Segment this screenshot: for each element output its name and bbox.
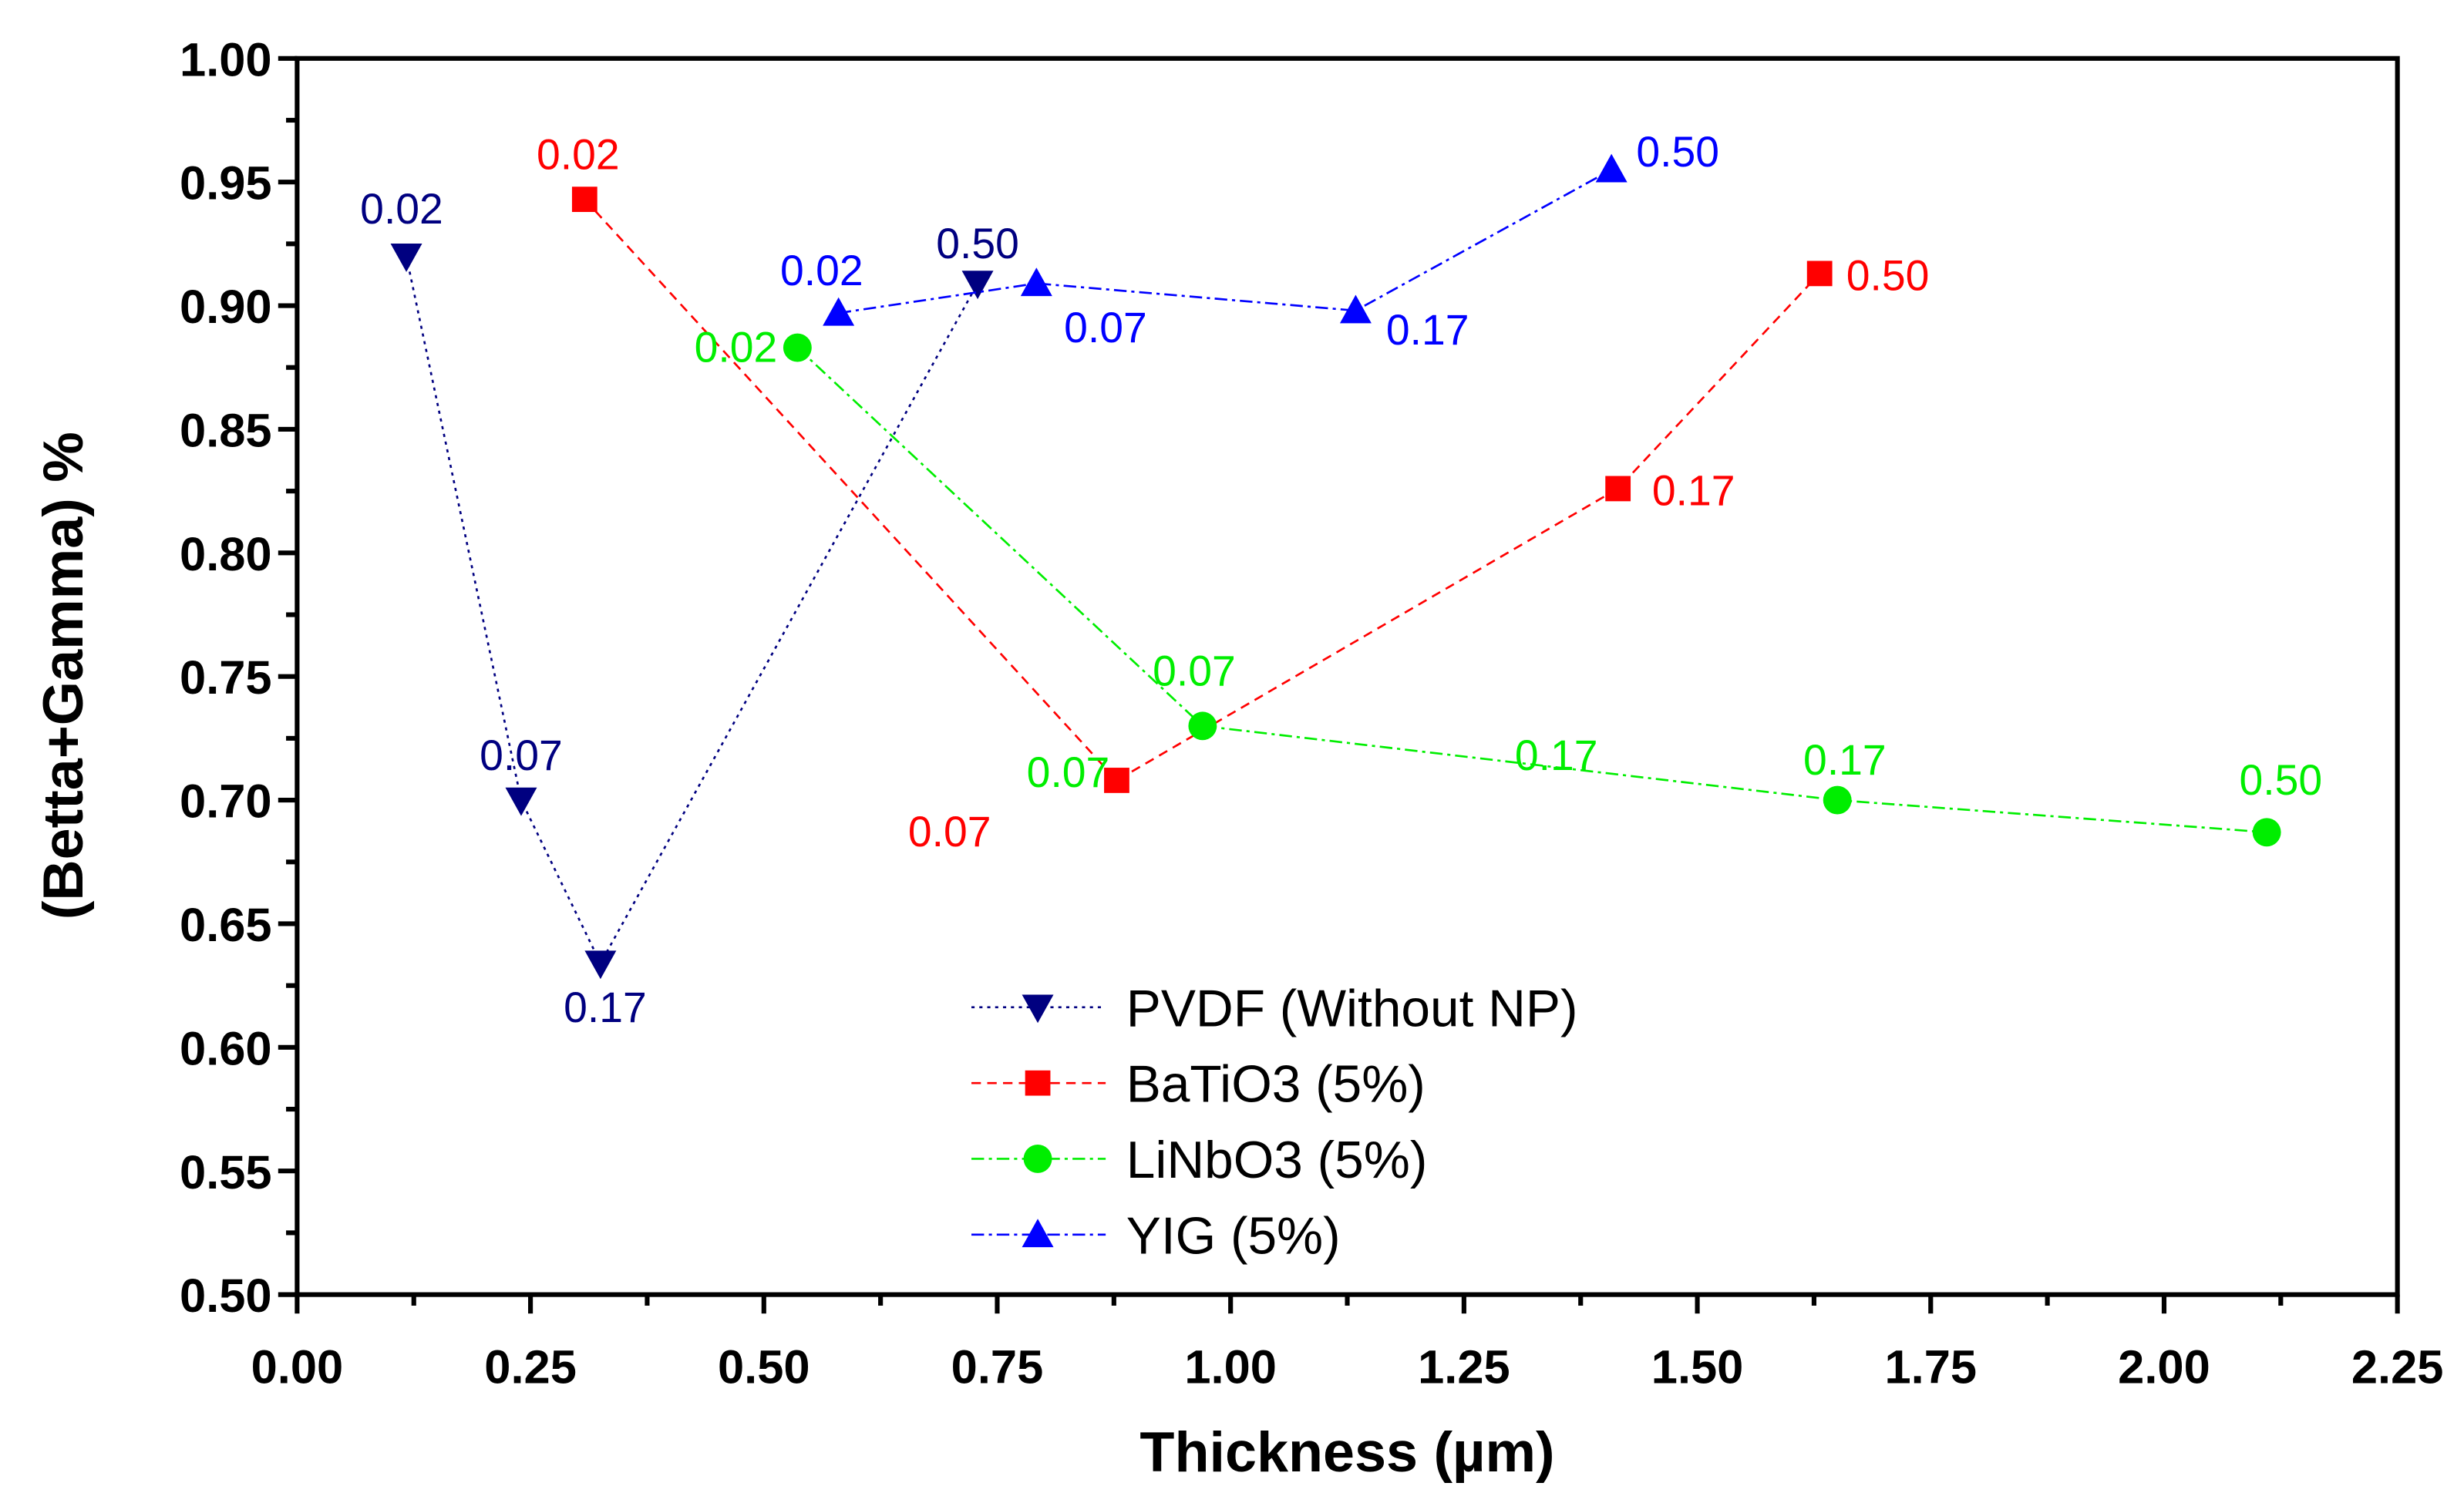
- x-tick-label: 2.25: [2351, 1340, 2444, 1394]
- data-label: 0.07: [1064, 304, 1147, 351]
- series-batio3: [571, 187, 1833, 793]
- triangle-down-marker: [505, 787, 537, 816]
- legend-entry: YIG (5%): [971, 1207, 1341, 1265]
- y-tick-label: 0.65: [180, 899, 272, 952]
- legend-label: LiNbO3 (5%): [1126, 1131, 1428, 1189]
- data-label: 0.17: [564, 984, 647, 1031]
- x-tick-label: 0.25: [484, 1340, 577, 1394]
- legend-label: BaTiO3 (5%): [1126, 1056, 1426, 1114]
- triangle-down-marker: [584, 950, 617, 980]
- circle-marker: [1023, 1145, 1052, 1173]
- data-label: 0.07: [480, 731, 563, 779]
- circle-marker: [783, 333, 812, 362]
- circle-marker: [2252, 818, 2281, 847]
- x-tick-label: 0.50: [718, 1340, 810, 1394]
- y-tick-label: 0.85: [180, 404, 272, 457]
- legend-label: PVDF (Without NP): [1126, 980, 1578, 1037]
- x-tick-label: 1.25: [1418, 1340, 1510, 1394]
- legend-label: YIG (5%): [1126, 1207, 1341, 1265]
- triangle-down-marker: [961, 271, 994, 300]
- y-tick-label: 0.55: [180, 1146, 272, 1199]
- data-label: 0.17: [1515, 731, 1598, 779]
- data-label: 0.02: [537, 130, 620, 178]
- data-label: 0.50: [1636, 128, 1719, 176]
- x-tick-label: 1.75: [1884, 1340, 1977, 1394]
- y-tick-label: 0.80: [180, 528, 272, 581]
- triangle-down-marker: [390, 244, 422, 272]
- square-marker: [1806, 261, 1833, 287]
- triangle-up-marker: [1022, 1219, 1054, 1248]
- data-label: 0.17: [1386, 306, 1469, 354]
- triangle-up-marker: [823, 297, 855, 326]
- data-label: 0.07: [1027, 748, 1110, 796]
- data-label: 0.07: [908, 808, 991, 856]
- series-line: [405, 256, 979, 966]
- y-tick-label: 0.90: [180, 281, 272, 334]
- data-label: 0.50: [2239, 756, 2322, 804]
- data-label: 0.02: [695, 324, 778, 372]
- series-linbo3: [783, 333, 2281, 847]
- y-tick-label: 1.00: [180, 33, 272, 86]
- y-tick-label: 0.75: [180, 651, 272, 704]
- data-label: 0.02: [360, 185, 443, 233]
- legend-entry: BaTiO3 (5%): [971, 1056, 1426, 1114]
- triangle-down-marker: [1022, 994, 1054, 1024]
- square-marker: [571, 187, 597, 213]
- legend: PVDF (Without NP) BaTiO3 (5%) LiNbO3 (5%) Y…: [971, 980, 1578, 1265]
- circle-marker: [1823, 785, 1852, 815]
- data-label: 0.50: [1846, 251, 1930, 299]
- x-axis-title: Thickness (µm): [1139, 1420, 1554, 1484]
- square-marker: [1104, 768, 1129, 793]
- series-yig: [823, 153, 1628, 326]
- data-label: 0.17: [1652, 467, 1735, 515]
- legend-entry: LiNbO3 (5%): [971, 1131, 1427, 1189]
- y-tick-label: 0.95: [180, 157, 272, 210]
- x-tick-label: 1.50: [1651, 1340, 1744, 1394]
- data-label: 0.17: [1803, 736, 1887, 784]
- y-axis-title: (Betta+Gamma) %: [31, 432, 95, 920]
- data-label: 0.02: [780, 247, 863, 294]
- x-tick-label: 1.00: [1184, 1340, 1277, 1394]
- x-tick-label: 2.00: [2118, 1340, 2210, 1394]
- triangle-up-marker: [1595, 153, 1628, 183]
- series-line: [796, 347, 2267, 834]
- series-pvdf: [390, 244, 994, 980]
- triangle-up-marker: [1020, 267, 1052, 297]
- square-marker: [1605, 476, 1631, 502]
- series-line: [584, 198, 1821, 782]
- circle-marker: [1188, 711, 1217, 741]
- data-label: 0.07: [1153, 647, 1236, 695]
- triangle-up-marker: [1339, 294, 1372, 324]
- legend-entry: PVDF (Without NP): [971, 980, 1578, 1037]
- square-marker: [1025, 1070, 1051, 1096]
- y-tick-label: 0.70: [180, 775, 272, 829]
- y-tick-label: 0.60: [180, 1022, 272, 1075]
- x-tick-label: 0.00: [251, 1340, 344, 1394]
- data-label: 0.50: [936, 220, 1019, 267]
- x-tick-label: 0.75: [951, 1340, 1044, 1394]
- series-line: [838, 168, 1612, 314]
- y-tick-label: 0.50: [180, 1269, 272, 1323]
